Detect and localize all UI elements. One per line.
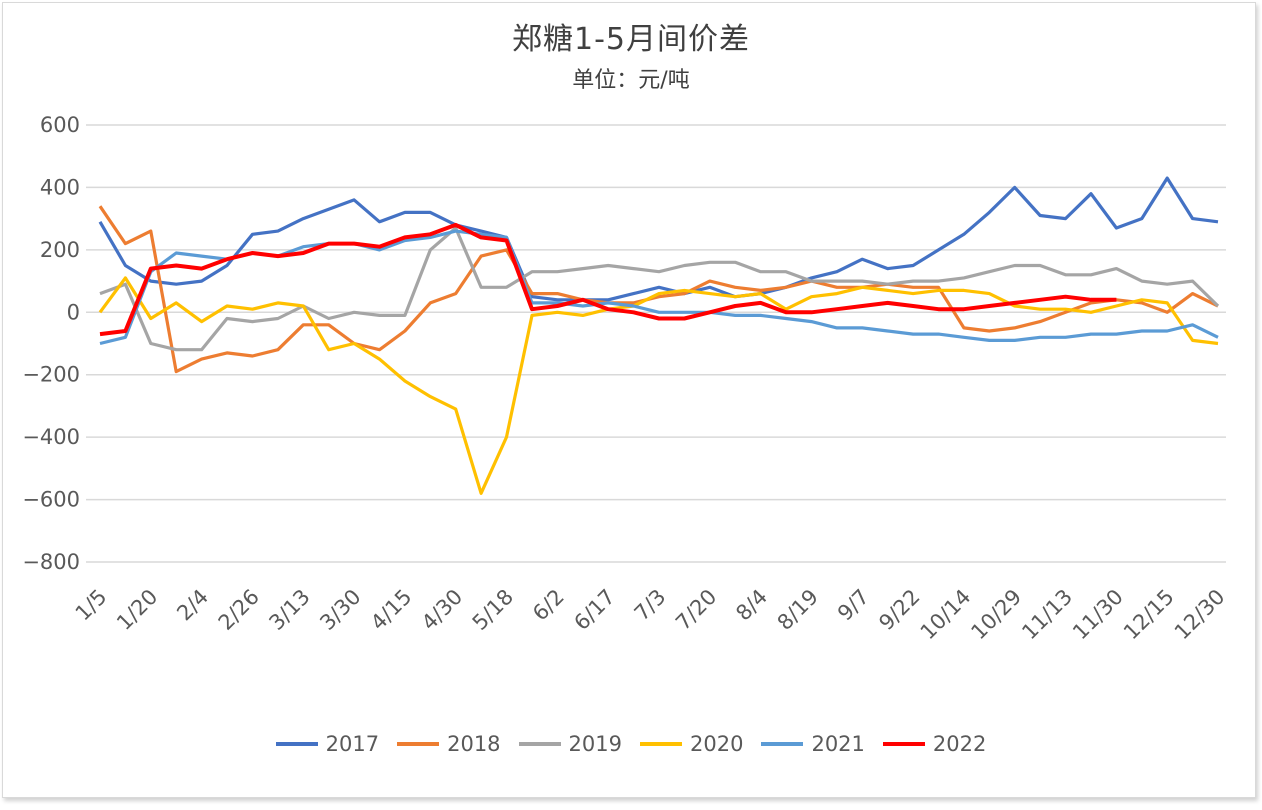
- y-tick-label: 400: [40, 175, 80, 199]
- x-tick-label: 2/4: [172, 585, 213, 626]
- y-tick-label: −400: [22, 425, 80, 449]
- x-tick-label: 9/7: [833, 585, 874, 626]
- legend: 2017 2018 2019 2020 2021 2022: [0, 732, 1262, 756]
- x-tick-label: 10/29: [966, 585, 1026, 645]
- chart-subtitle: 单位：元/吨: [572, 68, 690, 93]
- y-tick-label: 0: [67, 300, 80, 324]
- legend-item-2017: 2017: [275, 732, 380, 756]
- series-line-2020: [98, 276, 1219, 495]
- y-tick-label: −200: [22, 363, 80, 387]
- legend-label: 2019: [568, 732, 622, 756]
- x-tick-label: 1/5: [71, 585, 112, 626]
- x-tick-label: 2/26: [214, 585, 264, 635]
- x-tick-label: 12/15: [1119, 585, 1179, 645]
- legend-label: 2017: [325, 732, 380, 756]
- legend-item-2021: 2021: [761, 732, 865, 756]
- y-tick-label: 200: [40, 238, 80, 262]
- series-line-2019: [99, 226, 1220, 352]
- legend-label: 2022: [932, 732, 987, 756]
- x-tick-label: 5/18: [468, 585, 518, 635]
- legend-swatch: [761, 742, 804, 746]
- x-tick-label: 1/20: [112, 585, 162, 635]
- x-tick-label: 6/2: [528, 585, 569, 626]
- legend-label: 2021: [811, 732, 865, 756]
- x-tick-label: 4/30: [417, 585, 467, 635]
- series-line-2021: [99, 229, 1219, 346]
- x-tick-label: 7/3: [630, 585, 671, 626]
- legend-swatch: [640, 742, 682, 746]
- x-tick-label: 11/30: [1068, 585, 1128, 645]
- chart-frame: [2, 2, 1256, 798]
- legend-label: 2018: [447, 732, 501, 756]
- x-tick-label: 8/4: [731, 585, 772, 626]
- legend-item-2019: 2019: [518, 732, 622, 756]
- legend-label: 2020: [690, 732, 744, 756]
- x-tick-label: 7/20: [671, 585, 721, 635]
- x-tick-label: 8/19: [773, 585, 823, 635]
- series-line-2022: [99, 222, 1117, 337]
- x-tick-label: 11/13: [1017, 585, 1077, 645]
- legend-swatch: [275, 742, 318, 746]
- legend-item-2022: 2022: [882, 732, 987, 756]
- legend-swatch: [882, 742, 925, 746]
- x-tick-label: 4/15: [366, 585, 416, 635]
- x-tick-label: 3/13: [264, 585, 314, 635]
- series-line-2017: [98, 176, 1219, 302]
- legend-item-2018: 2018: [397, 732, 501, 756]
- x-tick-label: 3/30: [315, 585, 365, 635]
- x-tick-label: 6/17: [569, 585, 619, 635]
- series-line-2018: [98, 205, 1219, 374]
- y-tick-label: −800: [22, 550, 80, 574]
- x-tick-label: 12/30: [1170, 585, 1230, 645]
- y-tick-label: 600: [40, 113, 80, 137]
- legend-swatch: [397, 742, 440, 746]
- legend-swatch: [518, 742, 561, 746]
- legend-item-2020: 2020: [640, 732, 743, 756]
- y-tick-label: −600: [22, 488, 80, 512]
- x-tick-label: 10/14: [916, 585, 976, 645]
- chart-title: 郑糖1-5月间价差: [512, 22, 750, 57]
